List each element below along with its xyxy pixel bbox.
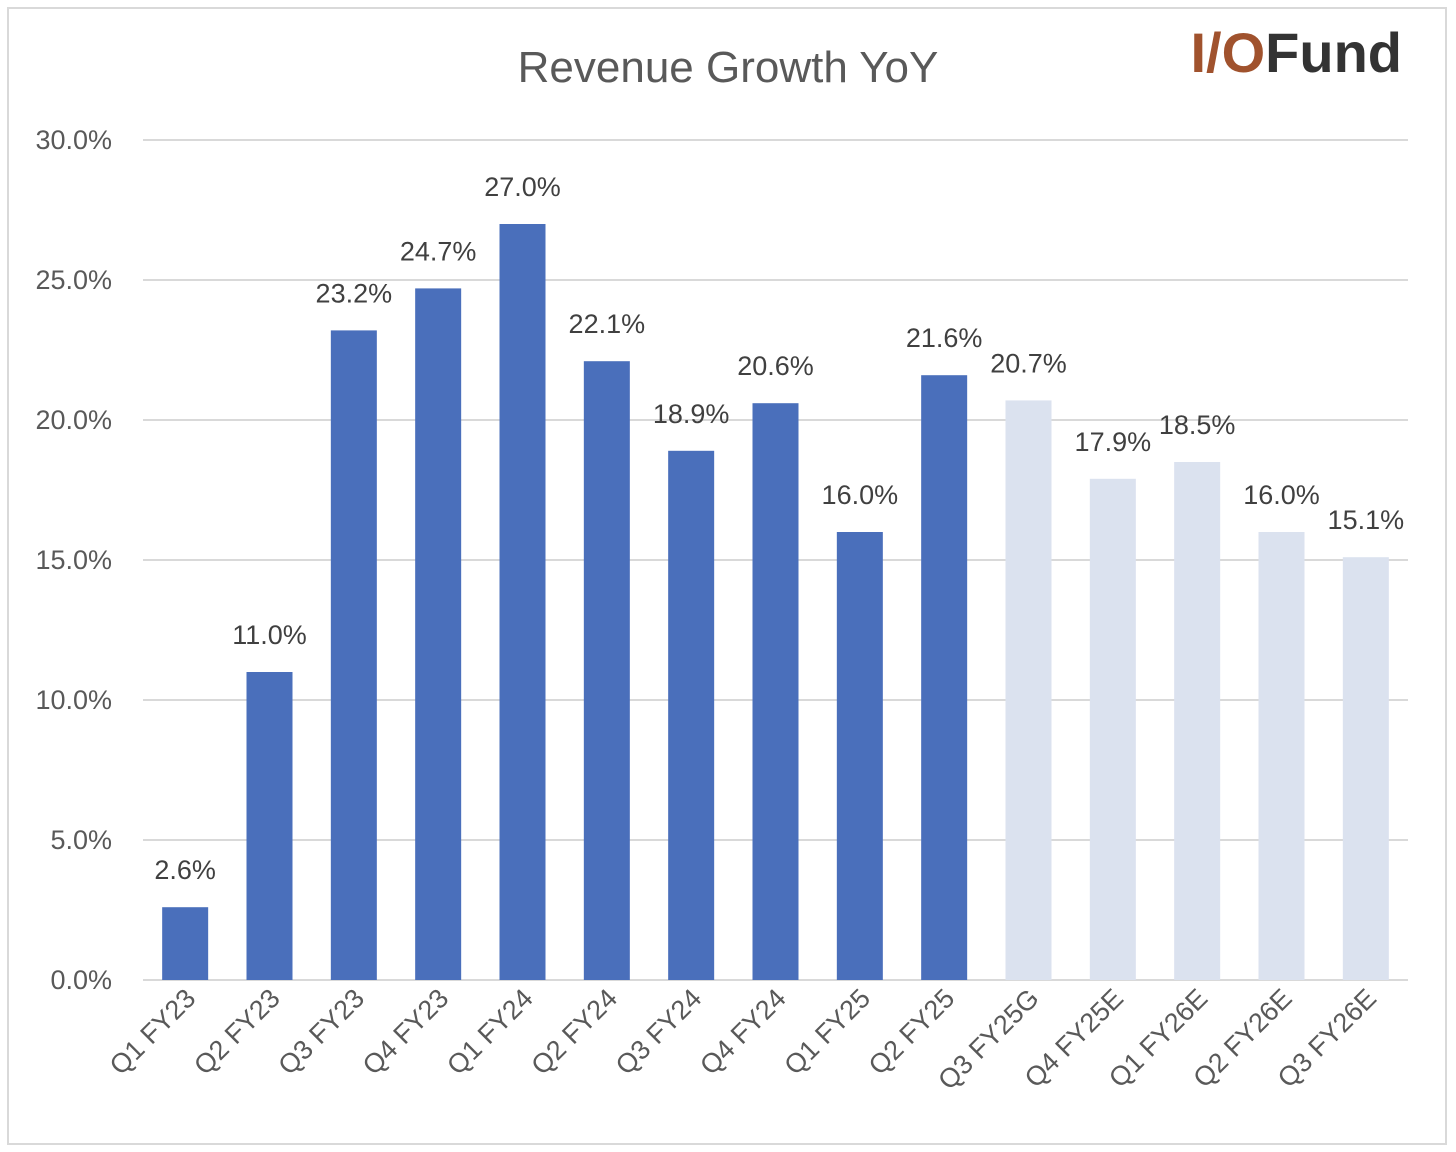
bars — [162, 224, 1389, 980]
bar — [499, 224, 546, 980]
bar — [583, 361, 630, 980]
logo-suffix: Fund — [1265, 21, 1402, 84]
y-tick-label: 20.0% — [35, 405, 112, 435]
bar — [1174, 462, 1221, 980]
bar — [752, 403, 799, 980]
bar — [1342, 557, 1389, 980]
data-label: 21.6% — [906, 323, 983, 353]
x-tick-label: Q1 FY23 — [104, 983, 202, 1081]
bar — [1089, 478, 1136, 980]
x-tick-label: Q1 FY25 — [778, 983, 876, 1081]
y-tick-label: 15.0% — [35, 545, 112, 575]
data-label: 24.7% — [400, 236, 477, 266]
bar — [162, 907, 209, 980]
data-label: 15.1% — [1328, 505, 1405, 535]
bar — [246, 672, 293, 980]
y-tick-label: 10.0% — [35, 685, 112, 715]
data-label: 2.6% — [154, 855, 216, 885]
x-tick-label: Q4 FY24 — [694, 983, 792, 1081]
x-tick-label: Q3 FY23 — [272, 983, 370, 1081]
y-axis: 0.0% 5.0% 10.0% 15.0% 20.0% 25.0% 30.0% — [35, 125, 112, 995]
data-label: 20.7% — [990, 348, 1067, 378]
data-label: 18.5% — [1159, 410, 1236, 440]
y-tick-label: 0.0% — [50, 965, 112, 995]
bar — [836, 532, 883, 980]
data-label: 27.0% — [484, 172, 561, 202]
y-tick-label: 5.0% — [50, 825, 112, 855]
data-label: 20.6% — [737, 351, 814, 381]
logo-prefix: I/O — [1190, 21, 1265, 84]
x-tick-label: Q3 FY24 — [610, 983, 708, 1081]
x-tick-label: Q2 FY24 — [525, 983, 623, 1081]
bar — [1005, 400, 1052, 980]
data-label: 23.2% — [316, 278, 393, 308]
x-tick-label: Q4 FY23 — [357, 983, 455, 1081]
y-tick-label: 30.0% — [35, 125, 112, 155]
chart-title: Revenue Growth YoY — [518, 43, 939, 92]
data-label: 17.9% — [1075, 427, 1152, 457]
x-tick-label: Q2 FY23 — [188, 983, 286, 1081]
data-label: 16.0% — [822, 480, 899, 510]
data-label: 11.0% — [232, 620, 307, 650]
data-label: 22.1% — [569, 309, 646, 339]
bar — [1258, 532, 1305, 980]
io-fund-logo: I/OFund — [1190, 21, 1402, 84]
data-labels: 2.6% 11.0% 23.2%24.7% 27.0% 22.1% 18.9%20.6% 1… — [154, 172, 1404, 885]
bar — [921, 375, 968, 980]
bar — [330, 330, 377, 980]
y-tick-label: 25.0% — [35, 265, 112, 295]
data-label: 16.0% — [1243, 480, 1320, 510]
data-label: 18.9% — [653, 399, 730, 429]
bar — [415, 288, 462, 980]
x-tick-label: Q1 FY24 — [441, 983, 539, 1081]
bar — [668, 450, 715, 980]
